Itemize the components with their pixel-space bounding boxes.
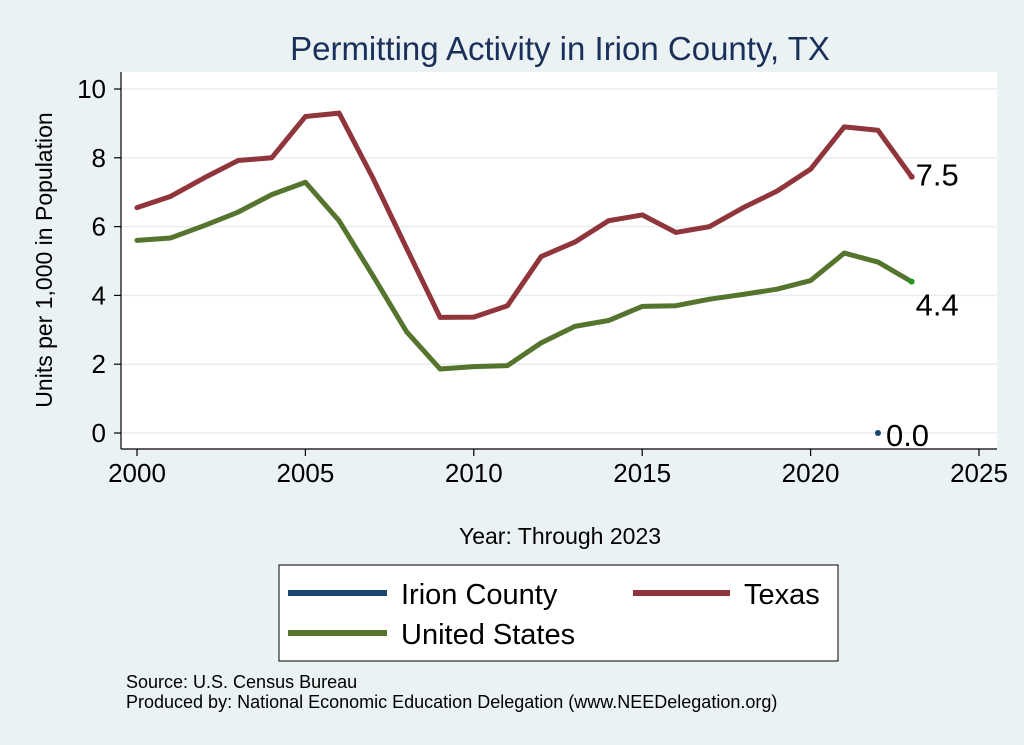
series-lines bbox=[134, 110, 915, 436]
data-point-texas bbox=[740, 205, 746, 211]
x-tick-label: 2010 bbox=[445, 458, 503, 488]
plot-area bbox=[121, 72, 997, 449]
x-tick-label: 2025 bbox=[950, 458, 1008, 488]
data-point-united-states bbox=[471, 364, 477, 370]
data-point-united-states bbox=[168, 235, 174, 241]
y-axis-label: Units per 1,000 in Population bbox=[31, 112, 57, 407]
data-point-united-states bbox=[740, 291, 746, 297]
produced-by-note: Produced by: National Economic Education… bbox=[126, 692, 778, 712]
x-tick-label: 2005 bbox=[276, 458, 334, 488]
data-point-texas bbox=[437, 315, 443, 320]
legend-label-us: United States bbox=[401, 619, 575, 651]
gridlines bbox=[121, 88, 997, 434]
data-point-united-states bbox=[437, 366, 443, 372]
data-point-texas bbox=[875, 127, 881, 133]
axis-ticks: 0 2 4 6 8 10 2000 2005 2010 2015 2020 2025 bbox=[77, 74, 1008, 488]
data-point-texas bbox=[841, 124, 847, 130]
data-point-texas bbox=[908, 173, 915, 180]
data-point-united-states bbox=[875, 259, 881, 265]
data-point-texas bbox=[471, 314, 477, 320]
data-point-united-states bbox=[606, 318, 611, 323]
end-label-irion-county: 0.0 bbox=[886, 418, 929, 453]
end-label-texas: 7.5 bbox=[916, 158, 959, 193]
data-point-united-states bbox=[774, 286, 780, 292]
data-point-texas bbox=[134, 205, 140, 211]
y-tick-label: 2 bbox=[92, 349, 106, 379]
data-point-united-states bbox=[908, 278, 915, 285]
legend-box bbox=[278, 564, 839, 662]
data-point-united-states bbox=[572, 323, 578, 329]
data-point-united-states bbox=[235, 209, 241, 215]
data-point-united-states bbox=[639, 304, 645, 309]
data-point-united-states bbox=[808, 278, 813, 284]
data-point-texas bbox=[774, 188, 780, 194]
y-tick-label: 8 bbox=[92, 143, 106, 173]
data-point-united-states bbox=[841, 250, 847, 256]
data-point-texas bbox=[303, 114, 308, 119]
y-tick-label: 10 bbox=[77, 74, 106, 104]
data-point-texas bbox=[808, 166, 813, 172]
x-tick-label: 2020 bbox=[782, 458, 840, 488]
x-axis-label: Year: Through 2023 bbox=[459, 523, 661, 549]
y-tick-label: 0 bbox=[92, 418, 106, 448]
data-point-united-states bbox=[201, 223, 207, 228]
end-label-united-states: 4.4 bbox=[916, 288, 959, 323]
data-point-irion-county bbox=[874, 430, 881, 436]
data-point-texas bbox=[572, 239, 578, 245]
data-point-texas bbox=[707, 224, 712, 230]
data-point-texas bbox=[370, 175, 376, 181]
data-point-texas bbox=[538, 254, 544, 259]
end-labels: 0.0 7.5 4.4 bbox=[886, 158, 959, 453]
data-point-texas bbox=[269, 155, 275, 161]
data-point-united-states bbox=[370, 273, 376, 278]
data-point-texas bbox=[201, 175, 207, 181]
data-point-united-states bbox=[673, 303, 679, 309]
data-point-texas bbox=[673, 230, 679, 235]
legend-label-irion: Irion County bbox=[401, 579, 558, 611]
data-point-united-states bbox=[336, 218, 342, 224]
x-tick-label: 2015 bbox=[613, 458, 671, 488]
data-point-united-states bbox=[538, 340, 544, 346]
y-tick-label: 6 bbox=[92, 212, 106, 242]
data-point-texas bbox=[639, 212, 645, 218]
data-point-texas bbox=[404, 245, 409, 251]
data-point-united-states bbox=[707, 296, 712, 302]
source-note: Source: U.S. Census Bureau bbox=[126, 672, 358, 692]
data-point-united-states bbox=[269, 192, 275, 198]
x-tick-label: 2000 bbox=[108, 458, 166, 488]
y-tick-label: 4 bbox=[92, 280, 106, 310]
legend-label-texas: Texas bbox=[744, 579, 820, 611]
data-point-texas bbox=[235, 158, 241, 163]
data-point-texas bbox=[606, 218, 611, 224]
data-point-united-states bbox=[303, 179, 308, 185]
series-line-united-states bbox=[134, 179, 915, 372]
data-point-texas bbox=[505, 303, 510, 309]
data-point-texas bbox=[336, 110, 342, 116]
data-point-texas bbox=[168, 193, 174, 199]
data-point-united-states bbox=[404, 329, 409, 334]
data-point-united-states bbox=[134, 237, 140, 243]
series-line-texas bbox=[134, 110, 915, 320]
data-point-united-states bbox=[505, 363, 510, 368]
legend: Irion County Texas United States bbox=[278, 564, 839, 662]
chart-title: Permitting Activity in Irion County, TX bbox=[290, 30, 830, 67]
